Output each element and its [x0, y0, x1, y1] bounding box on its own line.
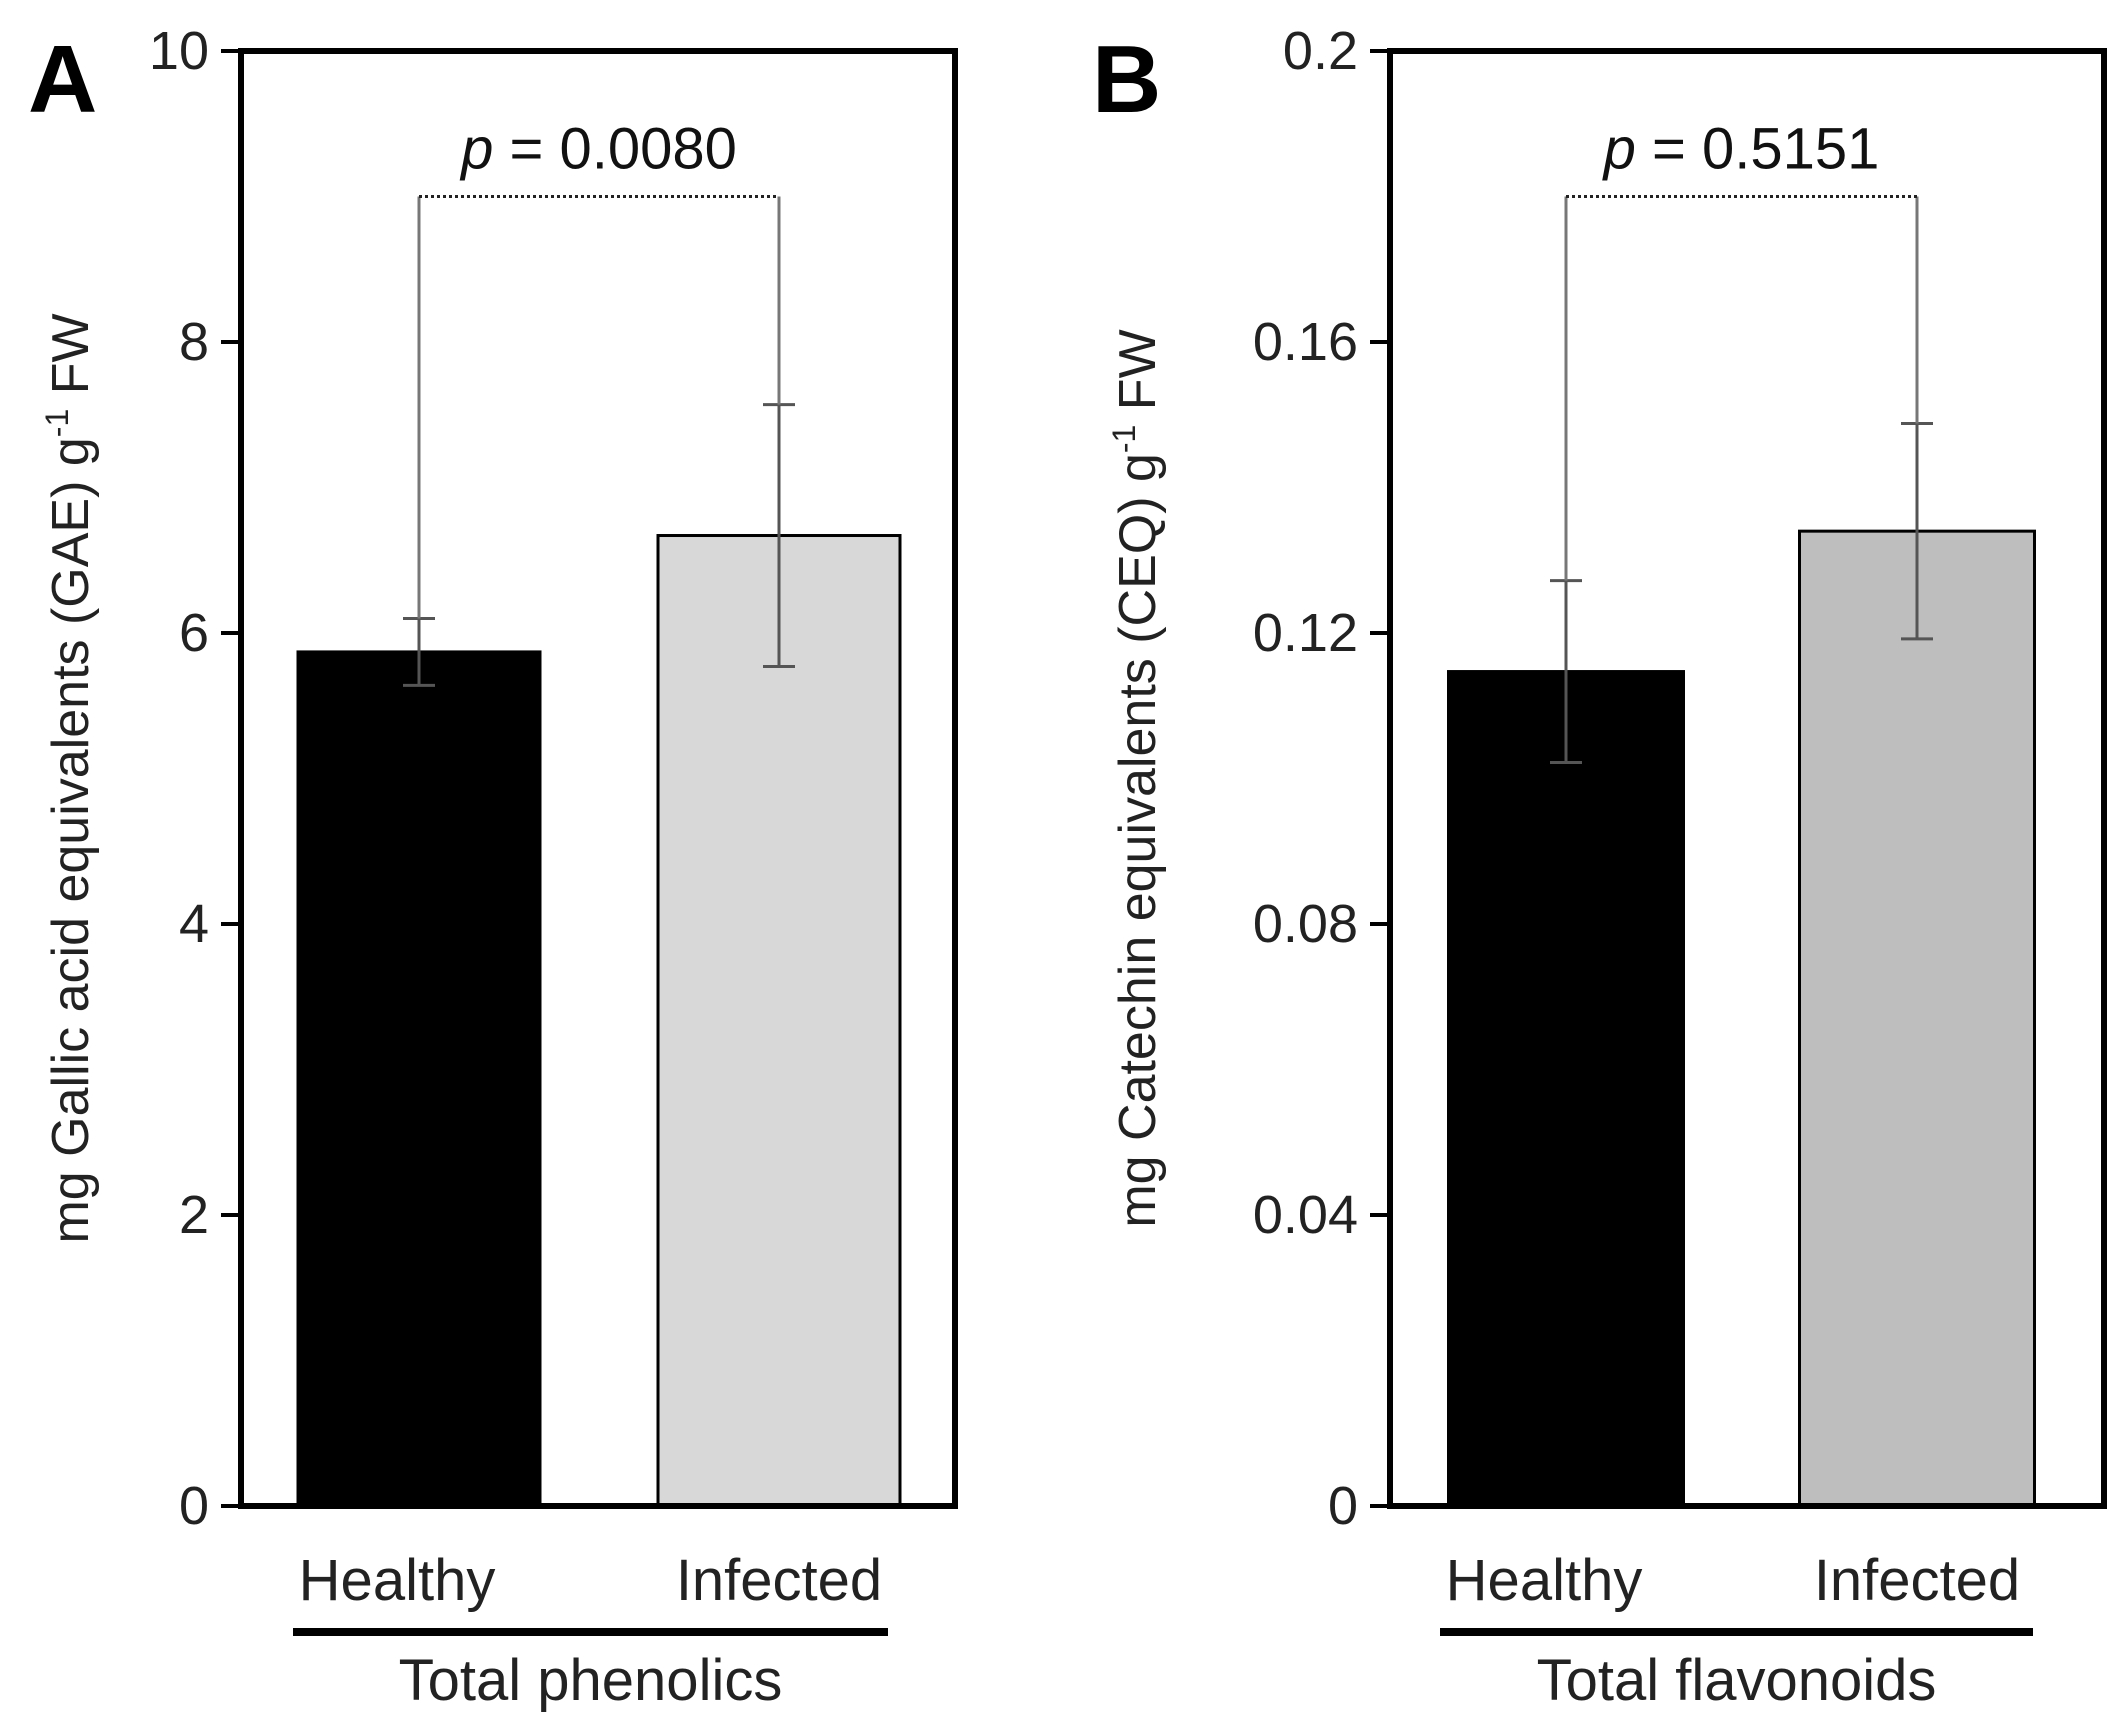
y-tick-label: 0.2 — [1283, 21, 1358, 81]
x-tick-label: Infected — [676, 1548, 882, 1613]
y-tick-label: 10 — [149, 21, 209, 81]
y-tick-label: 0 — [1328, 1476, 1358, 1536]
y-axis-label: mg Catechin equivalents (CEQ) g-1 FW — [1106, 329, 1167, 1227]
y-tick-label: 0.08 — [1253, 894, 1358, 954]
bar-healthy — [296, 650, 542, 1508]
p-value-label: p = 0.0080 — [459, 117, 737, 182]
y-tick-label: 4 — [179, 894, 209, 954]
panel-label: A — [28, 26, 97, 133]
plot-frame — [238, 48, 958, 1509]
x-tick-label: Healthy — [299, 1548, 496, 1613]
y-tick-label: 2 — [179, 1185, 209, 1245]
y-axis-label: mg Gallic acid equivalents (GAE) g-1 FW — [39, 313, 100, 1243]
y-tick-label: 8 — [179, 312, 209, 372]
bar-healthy — [1447, 670, 1685, 1508]
x-tick-label: Infected — [1814, 1548, 2020, 1613]
y-tick-label: 6 — [179, 603, 209, 663]
panel-label: B — [1092, 26, 1161, 133]
bar-infected — [1798, 529, 2036, 1508]
significance-bracket — [1564, 195, 1919, 581]
significance-bracket — [417, 195, 781, 619]
group-label: Total flavonoids — [1537, 1648, 1937, 1713]
panel-b: p = 0.5151 0 0.04 0.08 0.12 0.16 0.2 mg Catechi… — [1092, 21, 2107, 1713]
plot-frame — [1387, 48, 2107, 1509]
y-tick-label: 0.04 — [1253, 1185, 1358, 1245]
y-tick-label: 0.16 — [1253, 312, 1358, 372]
panel-a: p = 0.0080 0 2 4 6 8 10 mg Gallic acid equivale… — [28, 21, 958, 1713]
y-tick-label: 0.12 — [1253, 603, 1358, 663]
group-label: Total phenolics — [399, 1648, 783, 1713]
x-tick-label: Healthy — [1446, 1548, 1643, 1613]
y-tick-label: 0 — [179, 1476, 209, 1536]
p-value-label: p = 0.5151 — [1602, 117, 1880, 182]
bar-infected — [656, 534, 902, 1508]
